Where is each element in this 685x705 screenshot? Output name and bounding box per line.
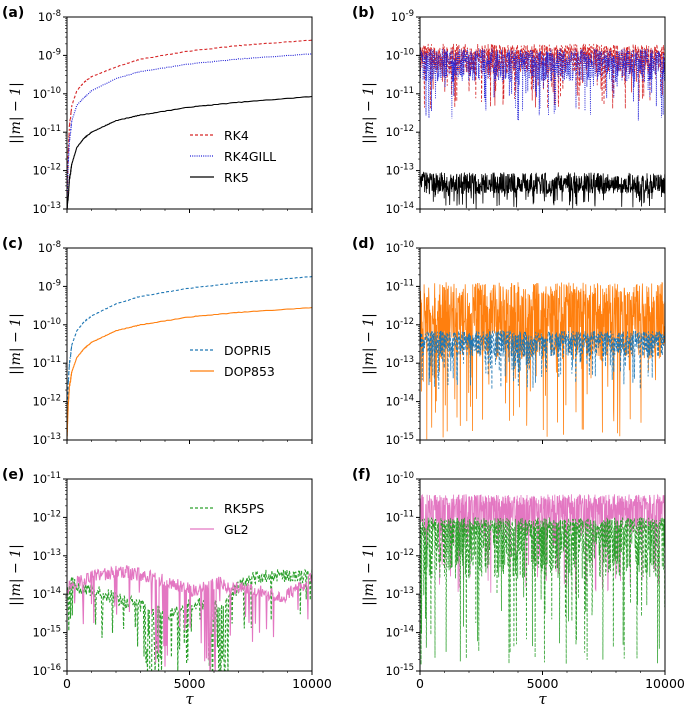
series-line-dopri5 [67, 276, 312, 440]
y-tick-label: 10-12 [32, 394, 61, 409]
series-line-dop853 [420, 282, 665, 440]
x-tick-label: 5000 [174, 676, 206, 691]
series-group [420, 493, 665, 665]
series-line-dop853 [67, 307, 312, 440]
x-tick-label: 0 [416, 676, 424, 691]
y-tick-label: 10-12 [32, 509, 61, 524]
axes-frame [66, 16, 313, 210]
y-tick-label: 10-10 [32, 86, 61, 101]
y-tick-label: 10-10 [385, 240, 414, 255]
y-tick-label: 10-14 [32, 586, 61, 601]
y-axis-label: ||m| − 1| [8, 313, 24, 375]
y-tick-label: 10-10 [385, 47, 414, 62]
y-tick-label: 10-8 [38, 9, 61, 24]
x-tick-label: 0 [63, 676, 71, 691]
panel-e: (e) 10-16 10-15 10-14 10-13 10-12 10-11 0 5000 10… [2, 467, 332, 705]
y-tick-label: 10-13 [385, 163, 414, 178]
panel-f: (f) 10-15 10-14 10-13 10-12 10-11 10-10 0 5000 10… [352, 467, 685, 705]
y-tick-label: 10-11 [32, 355, 61, 370]
y-tick-label: 10-14 [385, 201, 414, 216]
y-tick-label: 10-16 [32, 663, 61, 678]
legend-label: RK5PS [224, 501, 264, 516]
panel-label: (f) [352, 467, 371, 483]
y-tick-label: 10-10 [385, 471, 414, 486]
series-line-rk5 [420, 171, 665, 209]
y-tick-label: 10-8 [38, 240, 61, 255]
panel-c: (c) 10-13 10-12 10-11 10-10 10-9 10-8 ||m| − 1|… [2, 236, 313, 447]
x-tick-label: 10000 [292, 676, 332, 691]
legend-label: DOPRI5 [224, 343, 271, 358]
legend-label: RK5 [224, 170, 249, 185]
series-group [67, 565, 312, 671]
y-axis-label: ||m| − 1| [361, 544, 377, 606]
y-axis-label: ||m| − 1| [361, 313, 377, 375]
y-tick-label: 10-14 [385, 394, 414, 409]
legend-label: GL2 [224, 522, 249, 537]
x-tick-label: 10000 [645, 676, 685, 691]
y-tick-label: 10-14 [385, 625, 414, 640]
y-tick-label: 10-9 [38, 278, 61, 293]
x-axis-label: τ [185, 690, 194, 705]
legend: DOPRI5 DOP853 [190, 343, 275, 379]
y-tick-label: 10-13 [385, 355, 414, 370]
series-group [420, 282, 665, 440]
y-tick-label: 10-11 [32, 124, 61, 139]
panel-label: (c) [2, 236, 23, 252]
series-line-rk4gill [420, 48, 665, 121]
legend-label: RK4GILL [224, 149, 276, 164]
series-line-rk4 [67, 39, 312, 209]
y-tick-label: 10-13 [32, 548, 61, 563]
y-tick-label: 10-11 [385, 86, 414, 101]
y-tick-label: 10-13 [32, 201, 61, 216]
series-group [67, 276, 312, 440]
series-group [420, 43, 665, 209]
legend: RK4 RK4GILL RK5 [190, 128, 276, 185]
series-line-rk4 [420, 43, 665, 110]
axes-frame [66, 247, 313, 441]
y-tick-label: 10-11 [385, 509, 414, 524]
series-line-rk5 [67, 95, 312, 209]
legend-label: RK4 [224, 128, 249, 143]
y-tick-label: 10-15 [32, 625, 61, 640]
panel-label: (a) [2, 5, 24, 21]
y-tick-label: 10-12 [385, 317, 414, 332]
y-tick-label: 10-12 [385, 124, 414, 139]
y-axis-label: ||m| − 1| [8, 82, 24, 144]
y-tick-label: 10-9 [38, 47, 61, 62]
y-tick-label: 10-11 [32, 471, 61, 486]
series-group [67, 39, 312, 209]
y-axis-label: ||m| − 1| [8, 544, 24, 606]
panel-label: (e) [2, 467, 24, 483]
legend: RK5PS GL2 [190, 501, 264, 537]
panel-label: (d) [352, 236, 375, 252]
panel-a: (a) 10-13 10-12 10-11 10-10 10-9 10-8 ||m| − 1|… [2, 5, 313, 216]
series-line-dopri5 [420, 329, 665, 390]
y-tick-label: 10-13 [385, 586, 414, 601]
y-tick-label: 10-12 [385, 548, 414, 563]
x-tick-label: 5000 [527, 676, 559, 691]
y-tick-label: 10-15 [385, 663, 414, 678]
series-line-gl2 [67, 565, 312, 671]
y-tick-label: 10-10 [32, 317, 61, 332]
y-axis-label: ||m| − 1| [361, 82, 377, 144]
y-tick-label: 10-11 [385, 278, 414, 293]
x-axis-label: τ [538, 690, 547, 705]
panel-d: (d) 10-15 10-14 10-13 10-12 10-11 10-10 ||m| − … [352, 236, 666, 447]
y-tick-label: 10-9 [391, 9, 414, 24]
series-line-rk5ps [420, 516, 665, 665]
panel-b: (b) 10-14 10-13 10-12 10-11 10-10 10-9 ||m| − 1… [352, 5, 666, 216]
y-tick-label: 10-13 [32, 432, 61, 447]
y-tick-label: 10-12 [32, 163, 61, 178]
series-line-rk4gill [67, 53, 312, 209]
y-tick-label: 10-15 [385, 432, 414, 447]
legend-label: DOP853 [224, 364, 275, 379]
panel-label: (b) [352, 5, 375, 21]
